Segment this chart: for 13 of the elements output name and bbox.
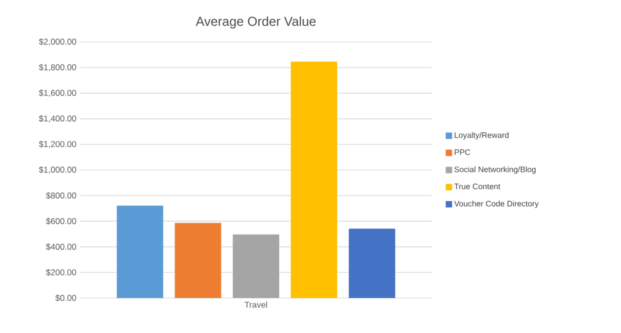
y-tick-label: $1,000.00 <box>38 166 76 174</box>
y-tick-label: $0.00 <box>55 294 76 302</box>
y-tick-label: $400.00 <box>46 243 76 250</box>
y-tick-label: $600.00 <box>46 218 76 225</box>
y-tick-label: $1,200.00 <box>38 140 76 148</box>
y-tick-label: $1,600.00 <box>38 90 76 97</box>
x-tick-label: Travel <box>244 302 268 308</box>
chart-title: Average Order Value <box>196 16 316 28</box>
y-tick-label: $1,800.00 <box>38 64 76 72</box>
y-tick-label: $1,400.00 <box>38 115 76 122</box>
y-tick-label: $2,000.00 <box>38 38 76 46</box>
y-tick-label: $800.00 <box>46 192 76 200</box>
y-tick-label: $200.00 <box>46 268 76 276</box>
